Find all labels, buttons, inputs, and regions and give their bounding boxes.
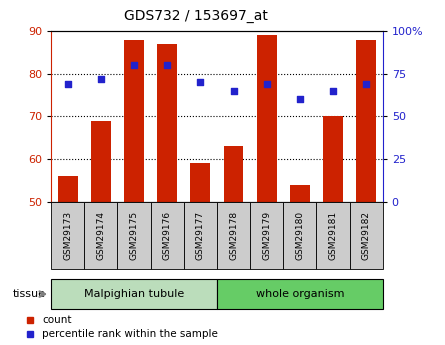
Bar (217, 279, 383, 309)
Point (164, 62, 171, 68)
Text: GSM29181: GSM29181 (328, 211, 337, 260)
Bar (250, 202, 283, 269)
Text: GSM29178: GSM29178 (229, 211, 238, 260)
Text: GSM29182: GSM29182 (362, 211, 371, 260)
Point (363, 81, 370, 87)
Text: whole organism: whole organism (255, 289, 344, 299)
Bar (283, 202, 316, 269)
Bar (323, 117, 343, 202)
Bar (223, 146, 243, 202)
Bar (190, 164, 210, 202)
Point (296, 97, 303, 102)
Bar (290, 185, 310, 202)
Text: GDS732 / 153697_at: GDS732 / 153697_at (124, 9, 268, 23)
Point (329, 88, 336, 93)
Text: GSM29174: GSM29174 (97, 211, 105, 260)
Bar (184, 202, 217, 269)
Bar (51, 279, 217, 309)
Text: GSM29173: GSM29173 (63, 211, 72, 260)
Point (197, 80, 204, 85)
Text: GSM29179: GSM29179 (262, 211, 271, 260)
Text: GSM29175: GSM29175 (129, 211, 138, 260)
Text: Malpighian tubule: Malpighian tubule (84, 289, 184, 299)
Point (263, 81, 270, 87)
Bar (157, 44, 177, 202)
Point (64, 81, 71, 87)
Bar (117, 202, 150, 269)
Bar (124, 40, 144, 202)
Bar (217, 202, 250, 269)
Point (130, 62, 138, 68)
Bar (91, 121, 111, 202)
Text: GSM29177: GSM29177 (196, 211, 205, 260)
Text: count: count (42, 315, 72, 325)
Text: percentile rank within the sample: percentile rank within the sample (42, 329, 218, 339)
Point (97, 76, 105, 82)
Text: tissue: tissue (13, 289, 46, 299)
Bar (51, 202, 84, 269)
Bar (356, 40, 376, 202)
Bar (58, 176, 78, 202)
Point (230, 88, 237, 93)
Bar (350, 202, 383, 269)
Bar (85, 202, 117, 269)
Text: GSM29180: GSM29180 (295, 211, 304, 260)
Bar (150, 202, 184, 269)
Bar (257, 35, 277, 202)
Bar (316, 202, 350, 269)
Text: GSM29176: GSM29176 (163, 211, 172, 260)
